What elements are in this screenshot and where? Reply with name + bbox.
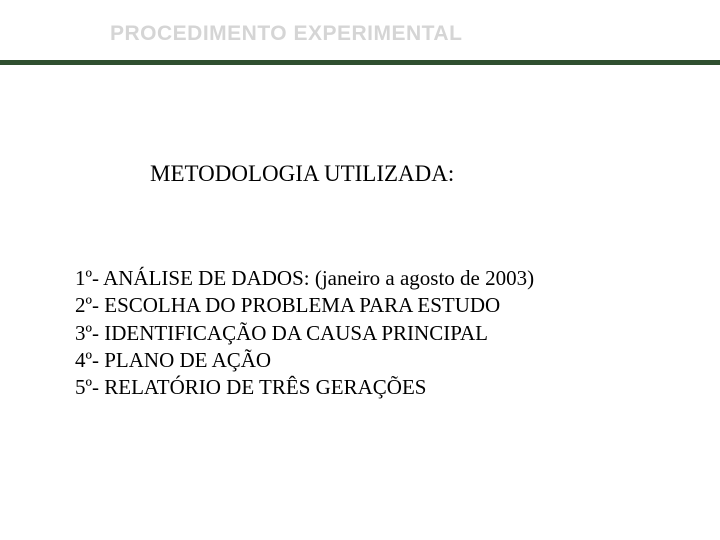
page-title: PROCEDIMENTO EXPERIMENTAL [110, 22, 720, 46]
list-item: 4º- PLANO DE AÇÃO [75, 347, 720, 374]
subtitle: METODOLOGIA UTILIZADA: [150, 161, 720, 187]
list-item: 5º- RELATÓRIO DE TRÊS GERAÇÕES [75, 374, 720, 401]
header-divider [0, 60, 720, 65]
list-item: 3º- IDENTIFICAÇÃO DA CAUSA PRINCIPAL [75, 320, 720, 347]
list-item: 2º- ESCOLHA DO PROBLEMA PARA ESTUDO [75, 292, 720, 319]
methodology-list: 1º- ANÁLISE DE DADOS: (janeiro a agosto … [75, 265, 720, 401]
list-item: 1º- ANÁLISE DE DADOS: (janeiro a agosto … [75, 265, 720, 292]
header-area: PROCEDIMENTO EXPERIMENTAL [0, 0, 720, 46]
